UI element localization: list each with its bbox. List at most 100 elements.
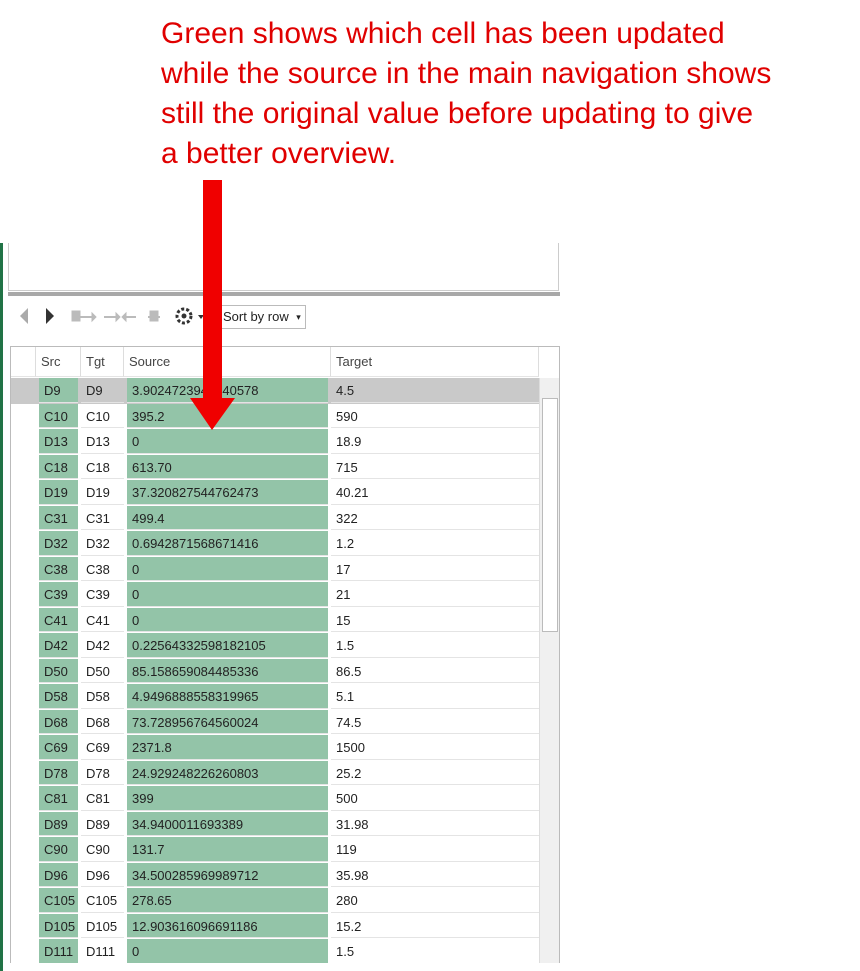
table-cell: C69 xyxy=(39,735,78,760)
column-header: Target xyxy=(331,347,539,377)
settings-icon[interactable] xyxy=(175,307,193,325)
header-row: Src Tgt Source Target xyxy=(11,347,539,379)
table-cell: D68 xyxy=(81,710,124,734)
row-header-corner xyxy=(11,347,36,377)
table-row: C81 C81 399 500 xyxy=(11,786,539,812)
annotation-line: still the original value before updating… xyxy=(161,97,754,130)
table-cell: 499.4 xyxy=(127,505,328,530)
scroll-thumb[interactable] xyxy=(542,398,558,632)
toolbar-icons xyxy=(20,307,204,325)
table-cell: 0 xyxy=(127,556,328,581)
table-cell: 4.5 xyxy=(331,378,539,403)
table-cell: D105 xyxy=(81,914,124,938)
table-cell: D13 xyxy=(81,429,124,454)
table-cell: 18.9 xyxy=(331,429,539,454)
sort-dropdown[interactable]: Sort by row xyxy=(216,305,306,329)
table-cell: C10 xyxy=(81,404,124,428)
table-cell: D68 xyxy=(39,709,78,734)
table-cell: D19 xyxy=(39,480,78,505)
table-row: C39 C39 0 21 xyxy=(11,582,539,608)
table-cell: 395.2 xyxy=(127,403,328,428)
table-cell: 0.22564332598182105 xyxy=(127,633,328,658)
table-cell: 0 xyxy=(127,429,328,454)
table-cell: 500 xyxy=(331,786,539,811)
next-button[interactable] xyxy=(46,308,54,324)
table-cell: 74.5 xyxy=(331,710,539,734)
table-cell: D50 xyxy=(81,659,124,683)
table-cell: 322 xyxy=(331,506,539,530)
table-cell: D78 xyxy=(39,760,78,785)
table-cell: 1.5 xyxy=(331,633,539,658)
table-cell: 5.1 xyxy=(331,684,539,709)
table-row: D78 D78 24.929248226260803 25.2 xyxy=(11,760,539,786)
table-cell: 35.98 xyxy=(331,863,539,887)
table-cell: C69 xyxy=(81,735,124,760)
table-row: D89 D89 34.9400011693389 31.98 xyxy=(11,811,539,837)
table-cell: 85.158659084485336 xyxy=(127,658,328,683)
table-cell: D89 xyxy=(81,812,124,836)
table-cell: 15 xyxy=(331,608,539,632)
table-row: C18 C18 613.70 715 xyxy=(11,454,539,480)
table-cell: 280 xyxy=(331,888,539,913)
table-cell: D9 xyxy=(81,378,124,403)
table-cell: D9 xyxy=(39,378,78,403)
table-row: D68 D68 73.728956764560024 74.5 xyxy=(11,709,539,735)
table-cell: C90 xyxy=(39,837,78,862)
table-row: C90 C90 131.7 119 xyxy=(11,837,539,863)
table-cell: D96 xyxy=(81,863,124,887)
table-cell: D111 xyxy=(39,939,78,963)
table-cell: C39 xyxy=(39,582,78,607)
table-cell: 37.320827544762473 xyxy=(127,480,328,505)
table-row: C41 C41 0 15 xyxy=(11,607,539,633)
panel: Sort by row SrcTgtSourceTargetD9D93.9024… xyxy=(0,243,562,963)
scrollbar[interactable] xyxy=(539,378,559,963)
annotation: Green shows which cell has been updated w… xyxy=(161,14,771,174)
table-cell: 34.9400011693389 xyxy=(127,811,328,836)
table-cell: D58 xyxy=(81,684,124,709)
table-cell: D32 xyxy=(81,531,124,556)
table-row: C105 C105 278.65 280 xyxy=(11,888,539,914)
annotation-line: Green shows which cell has been updated xyxy=(161,17,725,50)
table-row: C38 C38 0 17 xyxy=(11,556,539,582)
table-cell: 17 xyxy=(331,557,539,581)
table-cell: 25.2 xyxy=(331,761,539,785)
table-cell: 131.7 xyxy=(127,837,328,862)
table-cell: 590 xyxy=(331,404,539,428)
table-row: D32 D32 0.6942871568671416 1.2 xyxy=(11,531,539,557)
table-row: D111 D111 0 1.5 xyxy=(11,939,539,963)
table-cell: 12.903616096691186 xyxy=(127,913,328,938)
nav-icons[interactable] xyxy=(71,310,160,323)
table-cell: 15.2 xyxy=(331,914,539,938)
table-cell: C31 xyxy=(39,505,78,530)
table-cell: 0 xyxy=(127,939,328,963)
table-cell: C18 xyxy=(39,454,78,479)
table-cell: 73.728956764560024 xyxy=(127,709,328,734)
table-cell: 3.9024723942340578 xyxy=(127,378,328,403)
table-row: C31 C31 499.4 322 xyxy=(11,505,539,531)
prev-button[interactable] xyxy=(20,308,28,324)
text-area[interactable] xyxy=(8,243,559,291)
table-cell: C10 xyxy=(39,403,78,428)
table-row: D9 D9 3.9024723942340578 4.5 xyxy=(11,378,539,404)
table-cell: 21 xyxy=(331,582,539,607)
table-cell: 4.9496888558319965 xyxy=(127,684,328,709)
table-cell: C38 xyxy=(39,556,78,581)
table-cell: D58 xyxy=(39,684,78,709)
separator xyxy=(8,292,560,296)
table-cell: 31.98 xyxy=(331,812,539,836)
annotation-line: while the source in the main navigation … xyxy=(161,57,772,90)
table-cell: C38 xyxy=(81,557,124,581)
table-cell: D50 xyxy=(39,658,78,683)
table-cell: C90 xyxy=(81,837,124,862)
table-cell: C81 xyxy=(39,786,78,811)
table-cell: C18 xyxy=(81,455,124,479)
table-cell: D78 xyxy=(81,761,124,785)
table-cell: 0 xyxy=(127,582,328,607)
table-cell: 40.21 xyxy=(331,480,539,505)
table-cell: 24.929248226260803 xyxy=(127,760,328,785)
table-cell: C39 xyxy=(81,582,124,607)
table-cell: 86.5 xyxy=(331,659,539,683)
table-cell: D13 xyxy=(39,429,78,454)
table-row: C10 C10 395.2 590 xyxy=(11,403,539,429)
